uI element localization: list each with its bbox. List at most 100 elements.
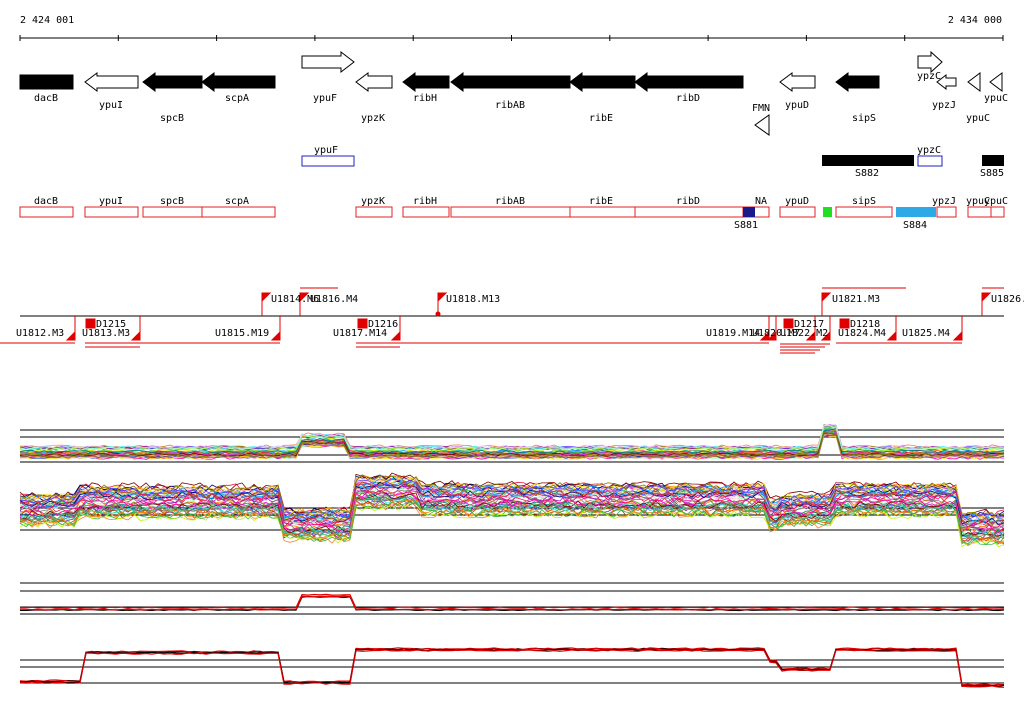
transcript-track[interactable]: U1814.M6 U1816.M4 U1818.M13 U1821.M3 U18… <box>0 287 1024 354</box>
segment-box-ribAB[interactable] <box>450 206 571 218</box>
segment-box-ypzK[interactable] <box>355 206 393 218</box>
segment-label: ribE <box>589 196 613 207</box>
gene-label: ribH <box>413 93 437 104</box>
segment-box-scpA[interactable] <box>201 206 276 218</box>
gene-arrow-ribAB[interactable] <box>450 72 571 92</box>
expression-panel-1 <box>19 423 1005 463</box>
gene-arrow-sipS[interactable] <box>835 72 880 92</box>
expression-line <box>19 427 1005 454</box>
flag-U1820[interactable] <box>766 330 777 341</box>
segment-label: ypzJ <box>932 196 956 207</box>
segment-box-ypuC-1[interactable] <box>967 206 992 218</box>
segment-label: sipS <box>852 196 876 207</box>
flag-U1826[interactable] <box>981 292 992 303</box>
gene-arrow-ypuI[interactable] <box>84 72 139 92</box>
transcript-label: U1822.M2 <box>780 328 828 339</box>
gene-arrow-ypzJ[interactable] <box>936 73 957 91</box>
gene-arrow-ypzC[interactable] <box>917 50 943 74</box>
gene-arrow-ribE[interactable] <box>569 72 636 92</box>
ruler-start-label: 2 424 001 <box>20 15 74 26</box>
transcript-label: U1816.M4 <box>310 294 358 305</box>
transcript-label: U1824.M4 <box>838 328 886 339</box>
flag-U1815[interactable] <box>270 330 281 341</box>
marker-D1216[interactable] <box>357 318 368 329</box>
gene-arrow-spcB[interactable] <box>142 72 203 92</box>
segment-box-dacB[interactable] <box>19 206 74 218</box>
flag-U1813[interactable] <box>130 330 141 341</box>
feature-box-S882[interactable] <box>822 155 914 166</box>
gene-arrow-ypuF[interactable] <box>301 50 355 74</box>
expression-profiles-top <box>19 423 1005 460</box>
marker-D1215[interactable] <box>85 318 96 329</box>
segment-box-S884[interactable] <box>896 207 936 217</box>
gene-arrow-ypuC-1[interactable] <box>967 72 981 92</box>
flag-U1822-b[interactable] <box>820 330 831 341</box>
expression-line <box>19 432 1005 457</box>
gene-label: ribAB <box>495 100 525 111</box>
segment-box-ribD[interactable] <box>634 206 744 218</box>
segment-box-spcB[interactable] <box>142 206 203 218</box>
flag-U1825[interactable] <box>952 330 963 341</box>
segment-box-ypuI[interactable] <box>84 206 139 218</box>
segment-label: ribD <box>676 196 700 207</box>
green-marker[interactable] <box>823 207 832 217</box>
expression-panel-2 <box>19 472 1005 548</box>
marker-D1218[interactable] <box>839 318 850 329</box>
flag-U1824[interactable] <box>886 330 897 341</box>
flag-U1817[interactable] <box>390 330 401 341</box>
feature-box-S885[interactable] <box>982 155 1004 166</box>
segment-label: dacB <box>34 196 58 207</box>
expression-panel-4 <box>19 647 1005 688</box>
flag-U1818[interactable] <box>437 292 448 303</box>
segment-box-ypuC-2[interactable] <box>990 206 1005 218</box>
feature-box-ypzC[interactable] <box>917 155 943 167</box>
transcript-label: D1216 <box>368 319 398 330</box>
expression-line <box>19 483 1005 528</box>
expression-line <box>19 501 1005 545</box>
segment-box-ypuD[interactable] <box>779 206 816 218</box>
segment-label: S881 <box>734 220 758 231</box>
gene-arrow-scpA[interactable] <box>201 72 276 92</box>
flag-U1822[interactable] <box>805 330 816 341</box>
flag-U1816[interactable] <box>299 292 310 303</box>
expression-line <box>19 595 1005 611</box>
transcript-label: U1817.M14 <box>333 328 387 339</box>
segment-track[interactable]: dacB ypuI spcB scpA ypzK ribH ribAB ribE… <box>19 196 1008 231</box>
gene-arrow-FMN[interactable] <box>754 114 770 136</box>
expression-profiles-bottom <box>19 472 1005 548</box>
flag-U1814[interactable] <box>261 292 272 303</box>
segment-label: NA <box>755 196 767 207</box>
expression-line <box>19 495 1005 540</box>
segment-box-sipS[interactable] <box>835 206 893 218</box>
gene-track[interactable]: dacB ypuI spcB scpA ypuF ypzK ribH ribAB… <box>19 50 1008 136</box>
coordinate-ruler: 2 424 001 2 434 000 <box>19 15 1004 41</box>
expression-line <box>19 494 1005 540</box>
expression-line <box>19 593 1005 609</box>
flag-U1821[interactable] <box>821 292 832 303</box>
segment-box-ribE[interactable] <box>569 206 636 218</box>
gene-arrow-dacB[interactable] <box>19 74 74 90</box>
gene-arrow-ribD[interactable] <box>634 72 744 92</box>
segment-box-S881[interactable] <box>743 207 755 217</box>
segment-label: scpA <box>225 196 249 207</box>
transcript-label: D1218 <box>850 319 880 330</box>
expression-line <box>19 425 1005 451</box>
feature-box-ypuF[interactable] <box>301 155 355 167</box>
segment-label: ypuD <box>785 196 809 207</box>
segment-label: ypzK <box>361 196 385 207</box>
segment-box-ribH[interactable] <box>402 206 450 218</box>
marker-D1217[interactable] <box>783 318 794 329</box>
gene-arrow-ribH[interactable] <box>402 72 450 92</box>
transcript-label: U1819.M14 <box>706 328 760 339</box>
segment-box-ypzJ[interactable] <box>936 206 957 218</box>
flag-U1819[interactable] <box>759 330 770 341</box>
flag-U1812[interactable] <box>65 330 76 341</box>
expression-line <box>19 488 1005 533</box>
gene-arrow-ypzK[interactable] <box>355 72 393 92</box>
transcript-label: U1820.M7 <box>752 328 800 339</box>
gene-arrow-ypuD[interactable] <box>779 72 816 92</box>
gene-label: ribD <box>676 93 700 104</box>
gene-arrow-ypuC-2[interactable] <box>989 72 1003 92</box>
feature-track[interactable]: ypuF S882 ypzC S885 <box>301 145 1004 179</box>
